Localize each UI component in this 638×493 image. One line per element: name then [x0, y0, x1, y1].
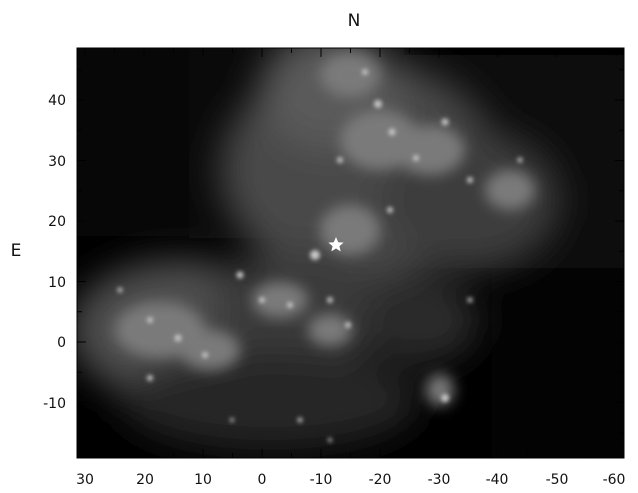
x-tick-label: 10 [194, 472, 212, 488]
y-tick-label: 20 [48, 214, 66, 230]
x-tick-label: -30 [428, 472, 451, 488]
x-tick-label: -10 [310, 472, 333, 488]
x-tick-label: -40 [486, 472, 509, 488]
x-tick-label: 20 [136, 472, 154, 488]
x-tick-label: 0 [258, 472, 267, 488]
star-icon [328, 237, 344, 252]
y-tick-label: 30 [48, 154, 66, 170]
y-tick-label: 0 [57, 335, 66, 351]
y-tick-label: -10 [43, 396, 66, 412]
east-label: E [11, 241, 22, 261]
y-tick-label: 10 [48, 275, 66, 291]
nebula-image [77, 48, 624, 458]
x-tick-label: -20 [369, 472, 392, 488]
x-tick-label: -60 [603, 472, 626, 488]
x-tick-label: -50 [546, 472, 569, 488]
x-tick-label: 30 [76, 472, 94, 488]
y-tick-label: 40 [48, 93, 66, 109]
y-axis-ticks: 40 30 20 10 0 -10 [43, 93, 66, 412]
x-axis-ticks: 30 20 10 0 -10 -20 -30 -40 -50 -60 [76, 472, 625, 488]
north-label: N [348, 11, 361, 31]
